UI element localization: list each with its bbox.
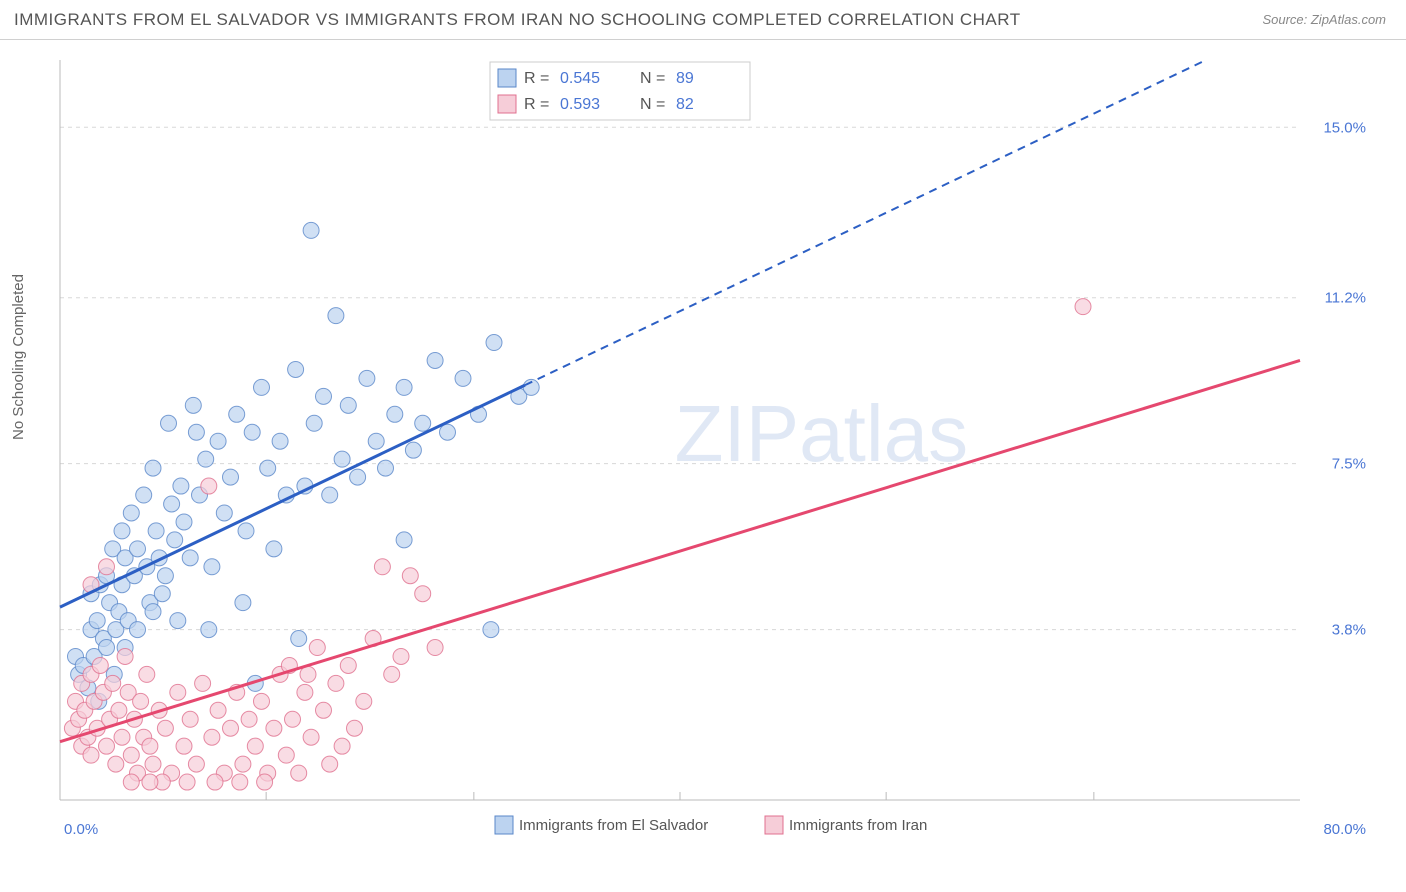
svg-text:80.0%: 80.0% — [1323, 821, 1366, 838]
chart-title: IMMIGRANTS FROM EL SALVADOR VS IMMIGRANT… — [14, 10, 1021, 30]
svg-text:N =: N = — [640, 96, 665, 113]
svg-text:0.593: 0.593 — [560, 96, 600, 113]
svg-text:82: 82 — [676, 96, 694, 113]
chart-source: Source: ZipAtlas.com — [1262, 12, 1386, 27]
plot-area: ZIPatlas 3.8% 7.5% 11.2% 15.0% 0.0% 80.0% Immig… — [50, 50, 1380, 840]
chart-header: IMMIGRANTS FROM EL SALVADOR VS IMMIGRANT… — [0, 0, 1406, 40]
svg-text:Immigrants from El Salvador: Immigrants from El Salvador — [519, 817, 708, 834]
svg-text:Immigrants from Iran: Immigrants from Iran — [789, 817, 927, 834]
svg-text:R =: R = — [524, 70, 549, 87]
svg-text:N =: N = — [640, 70, 665, 87]
scatter-chart: ZIPatlas 3.8% 7.5% 11.2% 15.0% 0.0% 80.0% Immig… — [50, 50, 1380, 840]
legend-bottom: Immigrants from El Salvador Immigrants fr… — [495, 816, 927, 834]
svg-text:ZIPatlas: ZIPatlas — [675, 389, 968, 478]
svg-text:15.0%: 15.0% — [1323, 119, 1366, 136]
y-axis-label: No Schooling Completed — [10, 274, 27, 440]
svg-text:0.545: 0.545 — [560, 70, 600, 87]
svg-text:89: 89 — [676, 70, 694, 87]
svg-text:R =: R = — [524, 96, 549, 113]
svg-text:0.0%: 0.0% — [64, 821, 98, 838]
svg-text:3.8%: 3.8% — [1332, 622, 1366, 639]
svg-text:7.5%: 7.5% — [1332, 456, 1366, 473]
svg-text:11.2%: 11.2% — [1325, 290, 1366, 307]
